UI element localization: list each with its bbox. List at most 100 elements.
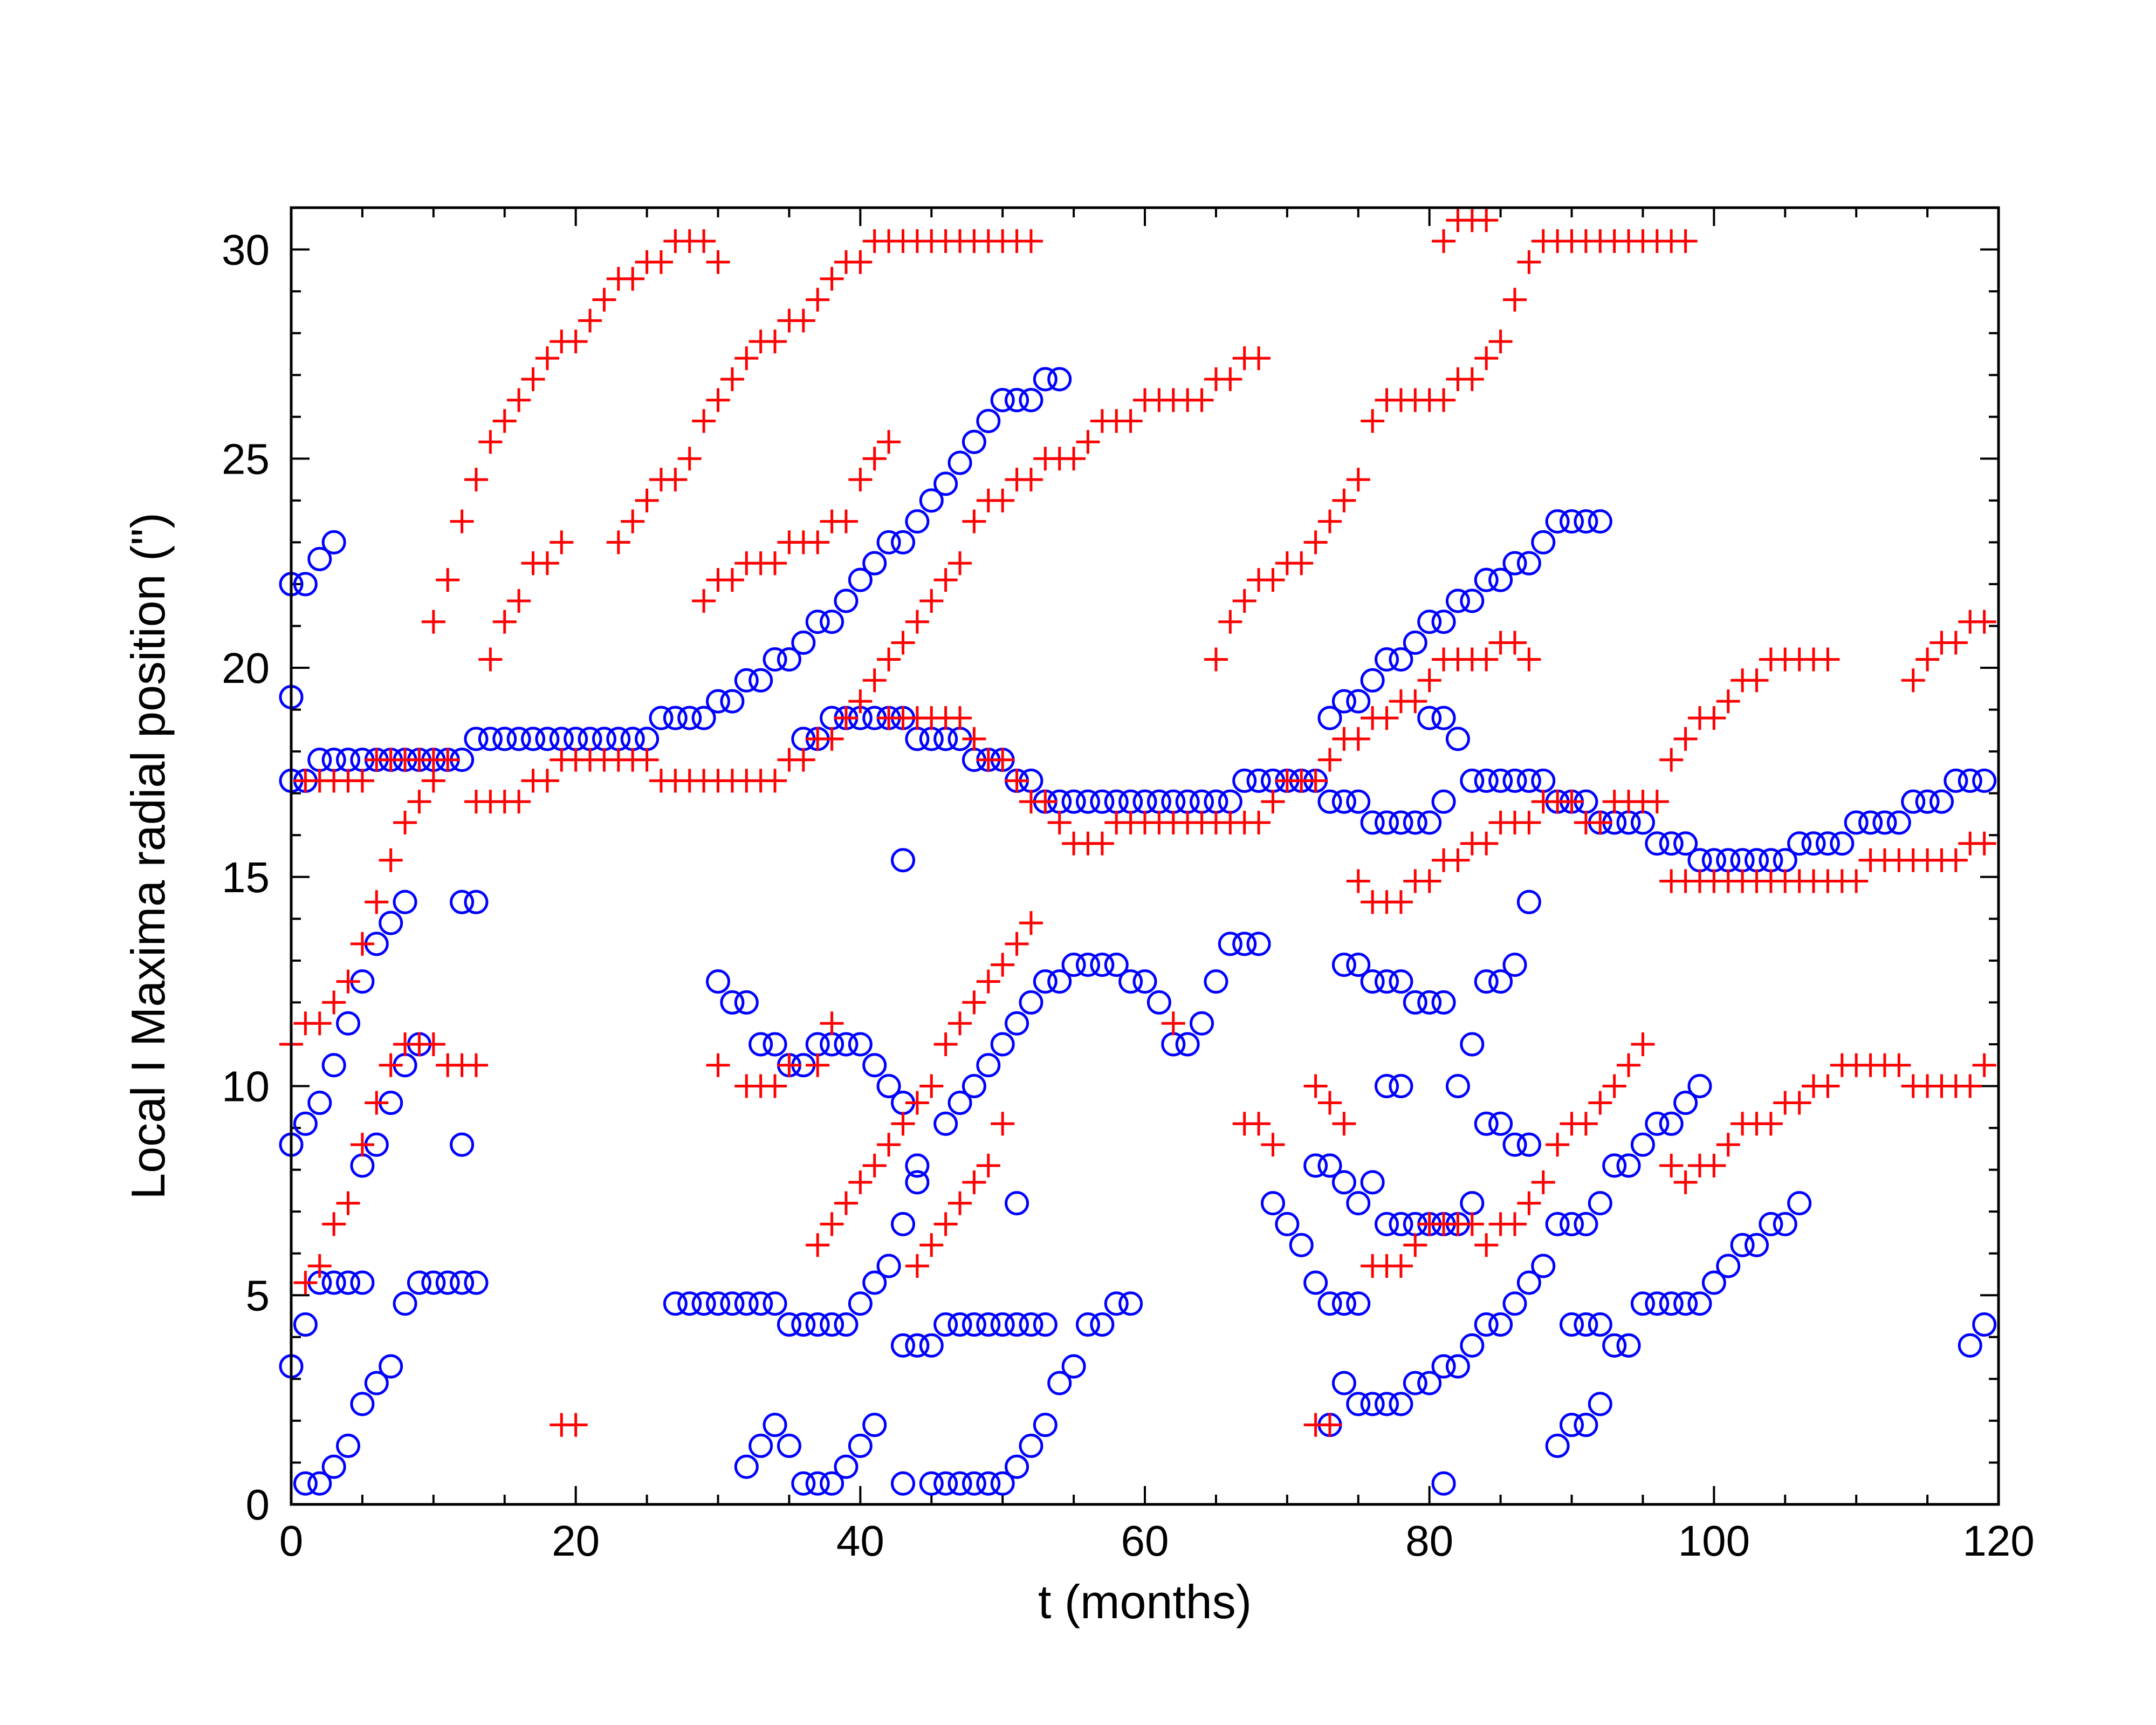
cross-point — [521, 367, 545, 391]
cross-point — [1218, 610, 1242, 634]
circle-point — [947, 450, 972, 475]
circle-point — [848, 1032, 873, 1057]
circle-point — [1047, 1371, 1072, 1395]
circle-point — [1815, 831, 1840, 856]
cross-point — [393, 810, 417, 834]
cross-point — [962, 990, 986, 1015]
circle-point — [1389, 810, 1413, 835]
circle-point — [905, 509, 930, 534]
cross-point — [1972, 1053, 1996, 1077]
circle-point — [1033, 367, 1058, 392]
circle-point — [1474, 1312, 1499, 1337]
cross-point — [1289, 551, 1314, 576]
circle-point — [1417, 990, 1442, 1015]
cross-point — [976, 1153, 1000, 1178]
plot-frame — [290, 206, 2000, 1506]
circle-point — [749, 1433, 773, 1458]
circle-point — [990, 388, 1015, 413]
cross-point — [862, 1153, 887, 1178]
cross-point — [1716, 1133, 1740, 1157]
circle-point — [663, 706, 688, 730]
circle-point — [947, 1091, 972, 1115]
circle-point — [1190, 1011, 1214, 1036]
circle-point — [1516, 551, 1541, 576]
circle-point — [1588, 1312, 1612, 1337]
circle-point — [1360, 969, 1385, 994]
circle-point — [293, 1111, 318, 1136]
circle-point — [791, 631, 816, 655]
y-tick-label: 20 — [222, 644, 270, 692]
circle-point — [876, 530, 901, 555]
circle-point — [1317, 706, 1342, 730]
tick-labels: 0 20 40 60 80 100 120 0 5 10 15 20 25 30 — [222, 226, 2035, 1565]
cross-point — [1460, 367, 1484, 391]
circle-point — [1730, 1233, 1755, 1257]
circle-point — [450, 1270, 475, 1295]
circle-point — [293, 1312, 318, 1337]
cross-point — [478, 647, 503, 672]
cross-point — [621, 509, 645, 533]
circle-point — [1659, 1111, 1684, 1136]
cross-point — [450, 509, 474, 533]
cross-point — [1118, 409, 1143, 433]
circle-point — [862, 1053, 887, 1078]
circle-point — [450, 889, 475, 914]
cross-point — [592, 288, 616, 312]
circle-point — [1872, 810, 1897, 835]
y-tick-label: 30 — [222, 226, 270, 274]
cross-point — [862, 447, 887, 471]
cross-point — [1502, 1212, 1527, 1236]
x-tick-label: 0 — [279, 1517, 304, 1565]
cross-point — [436, 748, 460, 772]
circle-point — [1502, 768, 1527, 793]
cross-point — [933, 1032, 958, 1056]
circle-point — [1502, 1291, 1527, 1316]
circle-point — [1375, 647, 1399, 672]
cross-point — [1161, 1011, 1185, 1036]
cross-point — [1019, 911, 1043, 935]
cross-point — [1474, 1233, 1499, 1257]
circle-point — [1858, 810, 1883, 835]
circle-point — [350, 1392, 375, 1416]
circle-point — [421, 1270, 446, 1295]
cross-point — [692, 588, 716, 613]
cross-point — [1531, 1170, 1555, 1194]
cross-point — [1375, 706, 1399, 730]
circle-point — [1061, 953, 1086, 977]
cross-point — [1460, 1212, 1484, 1236]
circle-point — [1560, 1211, 1584, 1236]
circle-point — [1346, 1291, 1371, 1316]
cross-point — [806, 288, 830, 312]
circle-point — [1118, 1291, 1143, 1316]
circle-point — [293, 572, 318, 597]
cross-point — [464, 468, 488, 492]
cross-point — [791, 309, 815, 333]
circle-point — [506, 727, 531, 751]
cross-point — [1033, 790, 1058, 814]
cross-point — [535, 769, 559, 793]
circle-point — [1645, 831, 1670, 856]
cross-point — [464, 1053, 488, 1077]
cross-point — [1303, 1074, 1328, 1098]
plot-background — [291, 208, 1999, 1504]
circle-point — [1958, 1333, 1982, 1358]
circle-point — [1360, 1392, 1385, 1416]
circle-point — [649, 706, 674, 730]
cross-point — [1958, 1074, 1982, 1098]
circle-point — [1317, 789, 1342, 814]
cross-point — [322, 1212, 346, 1236]
circle-point — [478, 727, 503, 751]
circle-point — [890, 1471, 915, 1496]
x-axis-label: t (months) — [1038, 1575, 1252, 1628]
cross-point — [365, 890, 389, 914]
circle-point — [763, 1291, 787, 1316]
cross-point — [621, 266, 645, 291]
circle-point — [947, 1471, 972, 1496]
circle-point — [1118, 969, 1143, 994]
y-tick-label: 5 — [246, 1271, 270, 1319]
circle-point — [1588, 1191, 1612, 1216]
circle-point — [321, 1270, 346, 1295]
circle-point — [1531, 530, 1556, 555]
cross-point — [891, 631, 915, 655]
